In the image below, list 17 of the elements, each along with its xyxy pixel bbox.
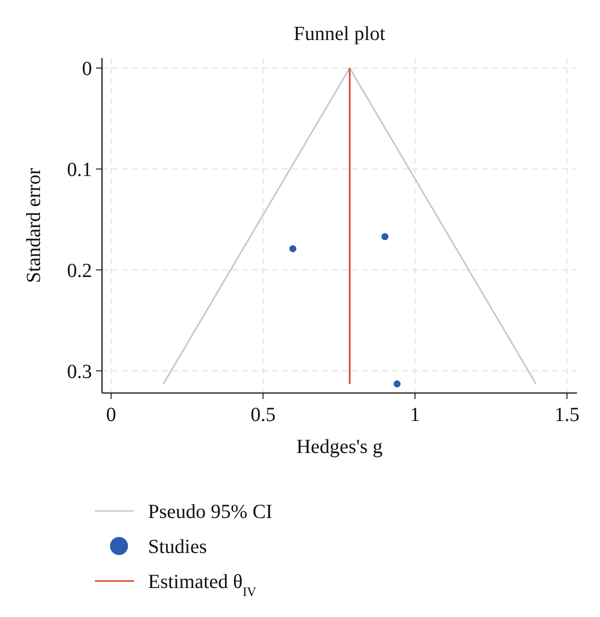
point — [381, 233, 388, 240]
legend-label: Pseudo 95% CI — [148, 501, 272, 523]
y-tick-label: 0.3 — [67, 360, 92, 383]
y-tick-label: 0.2 — [67, 260, 92, 282]
y-tick-label: 0.1 — [67, 158, 92, 181]
chart-title: Funnel plot — [294, 23, 386, 45]
point — [394, 380, 401, 388]
y-tick-label: 0 — [82, 58, 92, 80]
x-tick-label: 0 — [106, 404, 116, 426]
x-tick-label: 1.5 — [554, 404, 580, 426]
x-tick-label: 0.5 — [250, 404, 276, 426]
point — [289, 245, 296, 252]
x-tick-label: 1 — [410, 404, 420, 426]
y-axis-title: Standard error — [23, 168, 45, 283]
legend-label: Studies — [148, 536, 208, 558]
x-axis-title: Hedges's g — [296, 436, 383, 458]
legend-label: Estimated θ$_{IV}$ — [148, 571, 257, 598]
